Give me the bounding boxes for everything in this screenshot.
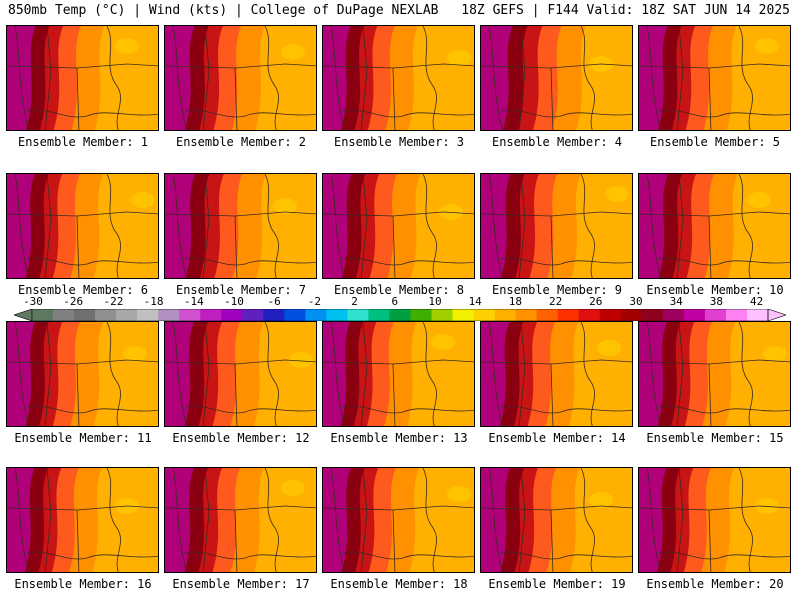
colorbar-tick-label: -10	[224, 295, 244, 308]
colorbar-tick-label: -26	[63, 295, 84, 308]
colorbar-swatch	[431, 309, 453, 321]
colorbar-tick-label: -30	[23, 295, 43, 308]
ensemble-member-label: Ensemble Member: 7	[175, 283, 307, 297]
colorbar-swatch	[473, 309, 495, 321]
colorbar-tick-label: -6	[267, 295, 281, 308]
colorbar-tick-label: -14	[183, 295, 204, 308]
ensemble-member-map	[322, 467, 475, 573]
model-run-valid-time: 18Z GEFS | F144 Valid: 18Z SAT JUN 14 20…	[461, 3, 790, 18]
ensemble-member-label: Ensemble Member: 18	[330, 577, 468, 591]
ensemble-member-label: Ensemble Member: 2	[175, 135, 307, 149]
ensemble-member-map	[322, 173, 475, 279]
ensemble-member-map	[322, 25, 475, 131]
colorbar-swatch	[74, 309, 96, 321]
colorbar-swatch	[368, 309, 390, 321]
ensemble-member-label: Ensemble Member: 6	[17, 283, 149, 297]
ensemble-member-label: Ensemble Member: 17	[172, 577, 310, 591]
colorbar-swatch	[704, 309, 727, 321]
ensemble-member-map	[6, 25, 159, 131]
colorbar-swatch	[53, 309, 75, 321]
colorbar-swatch	[347, 309, 369, 321]
colorbar-tick-label: 38	[709, 295, 724, 308]
map-title: 850mb Temp (°C) | Wind (kts) | College o…	[8, 3, 439, 18]
colorbar-swatch	[557, 309, 580, 321]
ensemble-member-map	[6, 467, 159, 573]
colorbar-tick-label: 34	[669, 295, 683, 308]
colorbar-swatch	[242, 309, 264, 321]
colorbar-min-arrow	[14, 309, 33, 321]
colorbar-swatch	[410, 309, 432, 321]
colorbar-swatch	[200, 309, 222, 321]
ensemble-member-label: Ensemble Member: 12	[172, 431, 310, 445]
colorbar-tick-label: 30	[629, 295, 643, 308]
ensemble-member-map	[638, 321, 791, 427]
ensemble-member-map	[6, 173, 159, 279]
ensemble-member-label: Ensemble Member: 4	[491, 135, 623, 149]
colorbar-swatch	[95, 309, 117, 321]
ensemble-member-map	[480, 321, 633, 427]
ensemble-member-map	[480, 25, 633, 131]
colorbar-tick-label: -22	[103, 295, 124, 308]
colorbar-max-arrow	[767, 309, 786, 321]
colorbar-swatch	[158, 309, 180, 321]
colorbar-swatch	[263, 309, 285, 321]
colorbar-tick-label: -18	[143, 295, 164, 308]
colorbar-swatch	[746, 309, 769, 321]
colorbar-swatch	[683, 309, 706, 321]
colorbar-tick-label: 26	[589, 295, 603, 308]
ensemble-member-map	[638, 173, 791, 279]
colorbar-swatch	[494, 309, 516, 321]
colorbar-swatch	[179, 309, 201, 321]
ensemble-member-map	[638, 467, 791, 573]
ensemble-member-label: Ensemble Member: 19	[488, 577, 626, 591]
ensemble-member-label: Ensemble Member: 20	[646, 577, 784, 591]
colorbar-swatch	[305, 309, 327, 321]
colorbar-tick-label: -2	[307, 295, 322, 308]
colorbar-tick-label: 2	[351, 295, 358, 308]
ensemble-member-map	[480, 467, 633, 573]
colorbar-swatch	[389, 309, 411, 321]
colorbar-tick-label: 18	[508, 295, 523, 308]
colorbar-swatch	[116, 309, 138, 321]
temperature-colorbar	[14, 309, 786, 321]
ensemble-member-map	[322, 321, 475, 427]
ensemble-member-label: Ensemble Member: 13	[330, 431, 468, 445]
colorbar-swatch	[578, 309, 601, 321]
ensemble-member-map	[164, 25, 317, 131]
ensemble-member-map	[6, 321, 159, 427]
ensemble-member-map	[164, 173, 317, 279]
ensemble-member-label: Ensemble Member: 8	[333, 283, 465, 297]
ensemble-member-label: Ensemble Member: 10	[646, 283, 784, 297]
colorbar-tick-label: 6	[391, 295, 399, 308]
ensemble-member-label: Ensemble Member: 3	[333, 135, 465, 149]
colorbar-swatch	[284, 309, 306, 321]
colorbar-swatch	[515, 309, 537, 321]
ensemble-member-label: Ensemble Member: 14	[488, 431, 626, 445]
colorbar-swatch	[620, 309, 643, 321]
colorbar-swatch	[221, 309, 243, 321]
colorbar-tick-label: 22	[548, 295, 563, 308]
ensemble-member-label: Ensemble Member: 16	[14, 577, 152, 591]
colorbar-swatch	[32, 309, 54, 321]
ensemble-member-label: Ensemble Member: 5	[649, 135, 781, 149]
colorbar-swatch	[725, 309, 748, 321]
ensemble-member-map	[638, 25, 791, 131]
colorbar-swatch	[137, 309, 159, 321]
ensemble-member-label: Ensemble Member: 1	[17, 135, 149, 149]
colorbar-swatch	[326, 309, 348, 321]
colorbar-tick-label: 14	[468, 295, 482, 308]
colorbar-swatch	[536, 309, 559, 321]
ensemble-member-map	[164, 467, 317, 573]
ensemble-member-map	[480, 173, 633, 279]
ensemble-member-label: Ensemble Member: 15	[646, 431, 784, 445]
colorbar-tick-label: 10	[428, 295, 442, 308]
ensemble-member-label: Ensemble Member: 11	[14, 431, 152, 445]
colorbar-swatch	[599, 309, 622, 321]
colorbar-swatch	[452, 309, 474, 321]
ensemble-member-map	[164, 321, 317, 427]
ensemble-member-label: Ensemble Member: 9	[491, 283, 623, 297]
colorbar-swatch	[641, 309, 664, 321]
colorbar-swatch	[662, 309, 685, 321]
colorbar-tick-label: 42	[749, 295, 764, 308]
